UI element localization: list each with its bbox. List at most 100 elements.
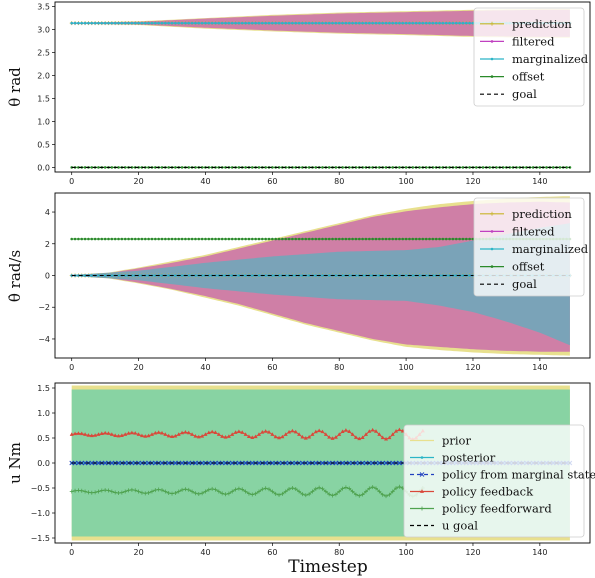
policy-feedforward-marker: [317, 485, 322, 490]
offset-marker: [207, 166, 211, 169]
offset-marker: [197, 237, 201, 241]
offset-marker: [257, 237, 261, 241]
policy-from-marginal-state-marker: [249, 460, 255, 466]
policy-feedback-marker: [263, 429, 268, 433]
legend-marker-offset: [490, 265, 494, 268]
marginalized-marker: [361, 21, 364, 25]
marginalized-marker: [103, 274, 107, 277]
x-tick-label: 100: [398, 363, 413, 372]
offset-marker: [224, 166, 227, 169]
marginalized-marker: [200, 21, 204, 25]
y-tick-label: 0.5: [37, 434, 50, 443]
offset-marker: [70, 237, 74, 241]
offset-marker: [143, 237, 147, 241]
marginalized-marker: [431, 21, 435, 25]
offset-marker: [314, 237, 318, 241]
offset-marker: [237, 237, 241, 241]
policy-feedback-marker: [353, 435, 358, 439]
marginalized-marker: [250, 21, 254, 25]
offset-marker: [364, 237, 368, 241]
marginalized-marker: [240, 21, 244, 25]
policy-from-marginal-state-marker: [320, 460, 325, 466]
x-tick-label: 0: [69, 177, 74, 186]
policy-from-marginal-state-marker: [236, 460, 242, 466]
policy-feedback-marker: [293, 429, 298, 434]
offset-marker: [287, 237, 291, 241]
marginalized-marker: [170, 21, 174, 25]
marginalized-marker: [371, 274, 374, 277]
offset-marker: [448, 166, 451, 169]
policy-feedback-marker: [230, 432, 235, 436]
offset-marker: [368, 237, 371, 241]
policy-feedback-marker: [243, 432, 248, 436]
policy-feedback-marker: [390, 432, 395, 436]
marginalized-marker: [257, 274, 261, 277]
offset-marker: [187, 237, 191, 241]
offset-marker: [394, 237, 398, 241]
policy-from-marginal-state-marker: [326, 460, 332, 466]
marginalized-marker: [127, 21, 130, 25]
policy-from-marginal-state-marker: [370, 460, 375, 466]
marginalized-marker: [234, 21, 237, 25]
policy-feedback-marker: [330, 436, 335, 440]
legend-label-goal: goal: [512, 277, 537, 291]
marginalized-marker: [418, 21, 421, 25]
policy-feedforward-marker: [226, 491, 231, 496]
policy-from-marginal-state-marker: [159, 460, 165, 466]
offset-marker: [378, 237, 381, 241]
legend-box: [403, 424, 585, 538]
policy-from-marginal-state-marker: [146, 460, 151, 466]
legend-marker-offset: [490, 75, 494, 78]
marginalized-marker: [123, 21, 127, 25]
policy-feedback-marker: [280, 434, 285, 439]
policy-feedback-marker: [360, 435, 365, 439]
policy-feedback-marker: [129, 430, 134, 435]
marginalized-marker: [90, 274, 94, 277]
policy-from-marginal-state-marker: [102, 460, 108, 466]
offset-marker: [230, 166, 234, 169]
offset-marker: [307, 237, 311, 241]
policy-feedforward-marker: [287, 487, 292, 492]
marginalized-marker: [250, 274, 254, 277]
policy-feedback-marker: [347, 429, 352, 433]
policy-feedforward-marker: [243, 489, 248, 494]
policy-feedback-marker: [350, 432, 355, 436]
offset-marker: [120, 237, 124, 241]
policy-feedback-marker: [394, 428, 399, 433]
policy-feedback-marker: [153, 430, 158, 435]
y-tick-label: −1.5: [31, 534, 50, 543]
marginalized-marker: [194, 274, 197, 277]
marginalized-marker: [297, 21, 301, 25]
legend-label-marginalized: marginalized: [512, 52, 589, 66]
policy-feedback-marker: [343, 428, 348, 432]
offset-marker: [107, 237, 110, 241]
policy-feedback-marker: [136, 432, 141, 436]
policy-feedback-marker: [300, 434, 305, 439]
policy-feedback-marker: [186, 430, 191, 435]
policy-feedback-marker: [307, 434, 312, 439]
offset-marker: [374, 237, 378, 241]
marginalized-marker: [204, 21, 207, 25]
marginalized-marker: [140, 21, 144, 25]
policy-from-marginal-state-marker: [179, 460, 185, 466]
offset-marker: [301, 166, 304, 169]
policy-feedforward-marker: [126, 488, 131, 493]
policy-from-marginal-state-marker: [96, 460, 101, 466]
offset-marker: [237, 166, 241, 169]
legend-label-policy-feedforward: policy feedforward: [442, 502, 552, 516]
x-tick-label: 0: [69, 363, 74, 372]
offset-marker: [164, 237, 167, 241]
offset-marker: [264, 237, 267, 241]
marginalized-marker: [100, 21, 104, 25]
marginalized-marker: [451, 21, 455, 25]
policy-from-marginal-state-marker: [116, 460, 121, 466]
y-tick-label: 1.0: [37, 117, 50, 126]
offset-marker: [341, 166, 344, 169]
marginalized-marker: [271, 21, 274, 25]
policy-feedforward-marker: [119, 490, 124, 495]
offset-marker: [354, 166, 358, 169]
offset-marker: [291, 237, 294, 241]
marginalized-marker: [424, 21, 428, 25]
policy-feedback-marker: [119, 433, 124, 438]
offset-marker: [398, 166, 401, 169]
